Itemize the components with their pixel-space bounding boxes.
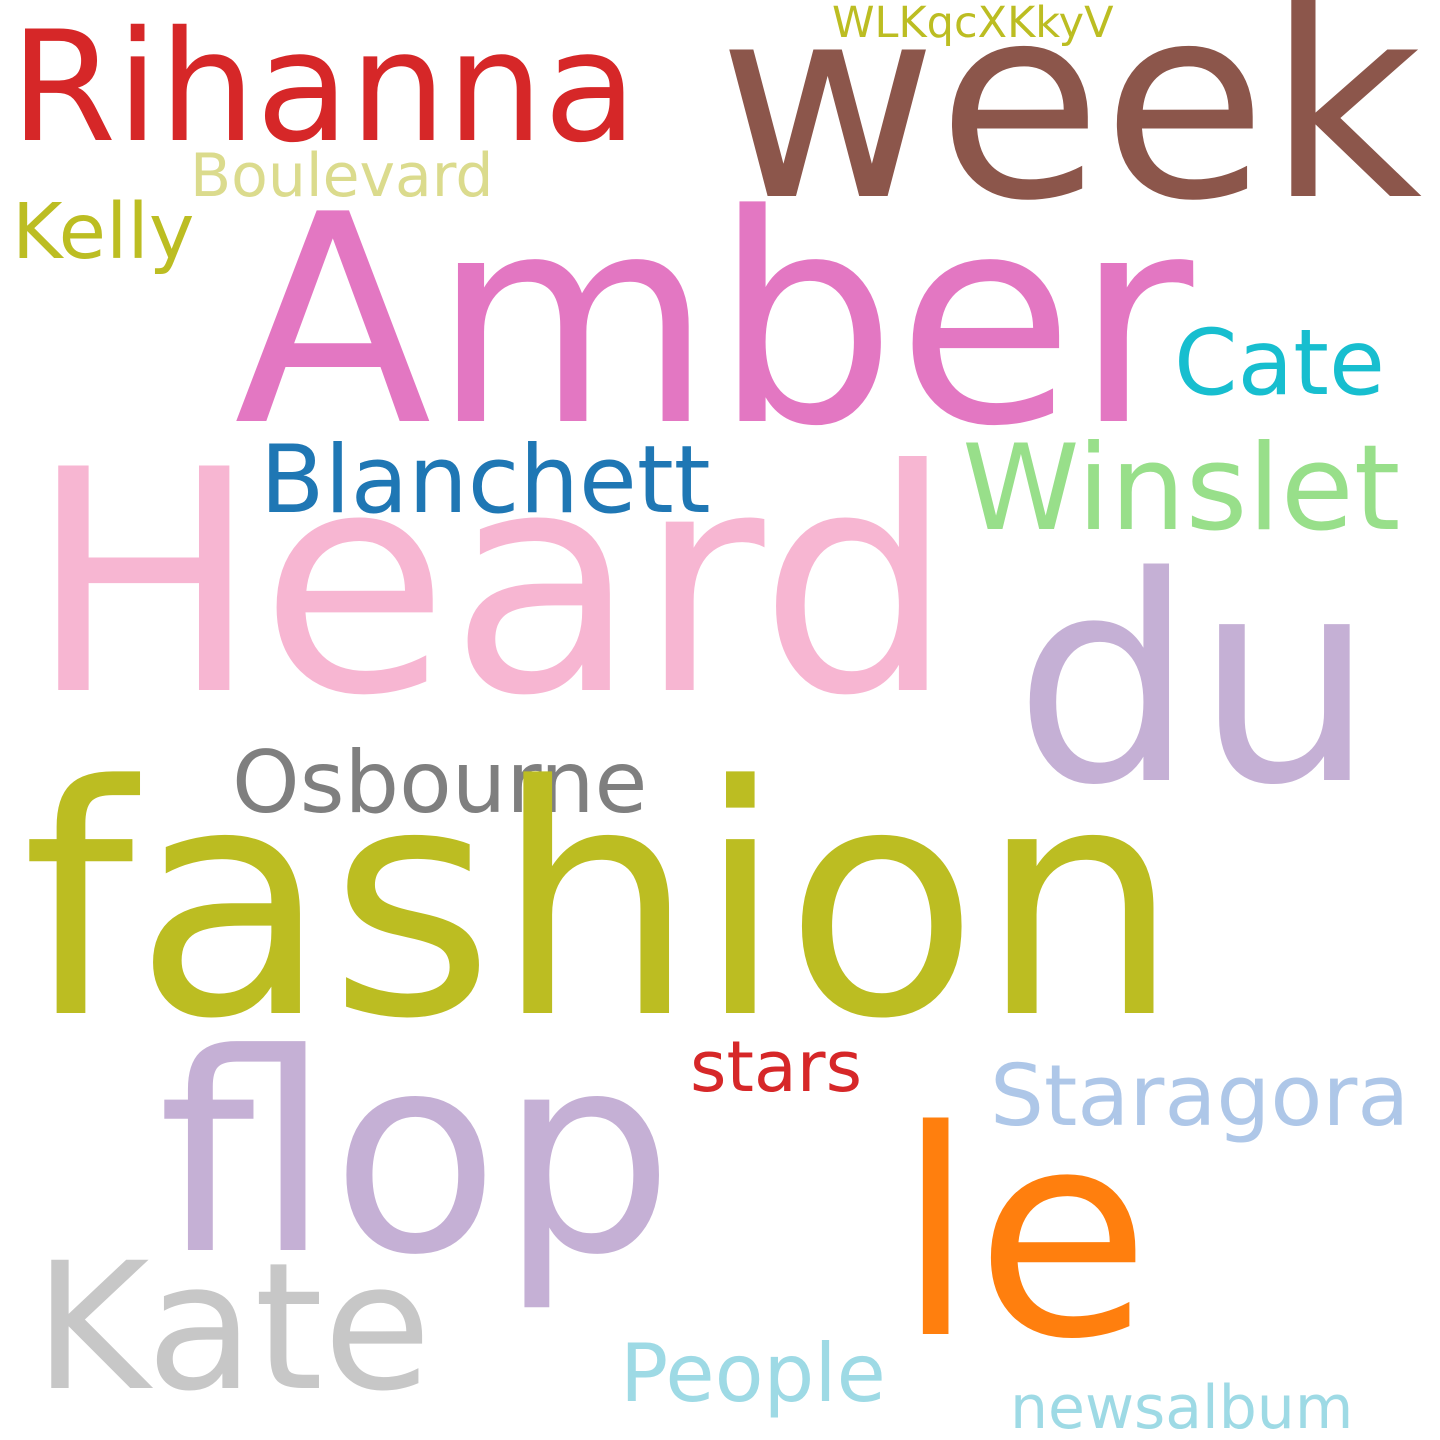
word-le: le	[896, 1070, 1151, 1402]
word-cate: Cate	[1174, 311, 1385, 416]
word-blanchett: Blanchett	[260, 426, 711, 535]
word-kelly: Kelly	[12, 188, 195, 277]
word-heard: Heard	[28, 404, 955, 763]
word-osbourne: Osbourne	[232, 733, 648, 833]
word-staragora: Staragora	[990, 1047, 1410, 1146]
word-du: du	[1014, 516, 1376, 848]
word-amber: Amber	[234, 154, 1194, 490]
word-boulevard: Boulevard	[190, 141, 494, 211]
word-rihanna: Rihanna	[10, 0, 638, 177]
word-winslet: Winslet	[962, 420, 1401, 558]
word-fashion: fashion	[22, 718, 1181, 1088]
word-week: week	[718, 0, 1423, 260]
word-wlkqcxkkyv: WLKqcXKkyV	[832, 0, 1114, 48]
word-kate: Kate	[34, 1225, 432, 1430]
word-newsalbum: newsalbum	[1010, 1373, 1354, 1440]
word-flop: flop	[158, 995, 675, 1315]
word-people: People	[620, 1327, 886, 1420]
word-stars: stars	[690, 1026, 863, 1108]
